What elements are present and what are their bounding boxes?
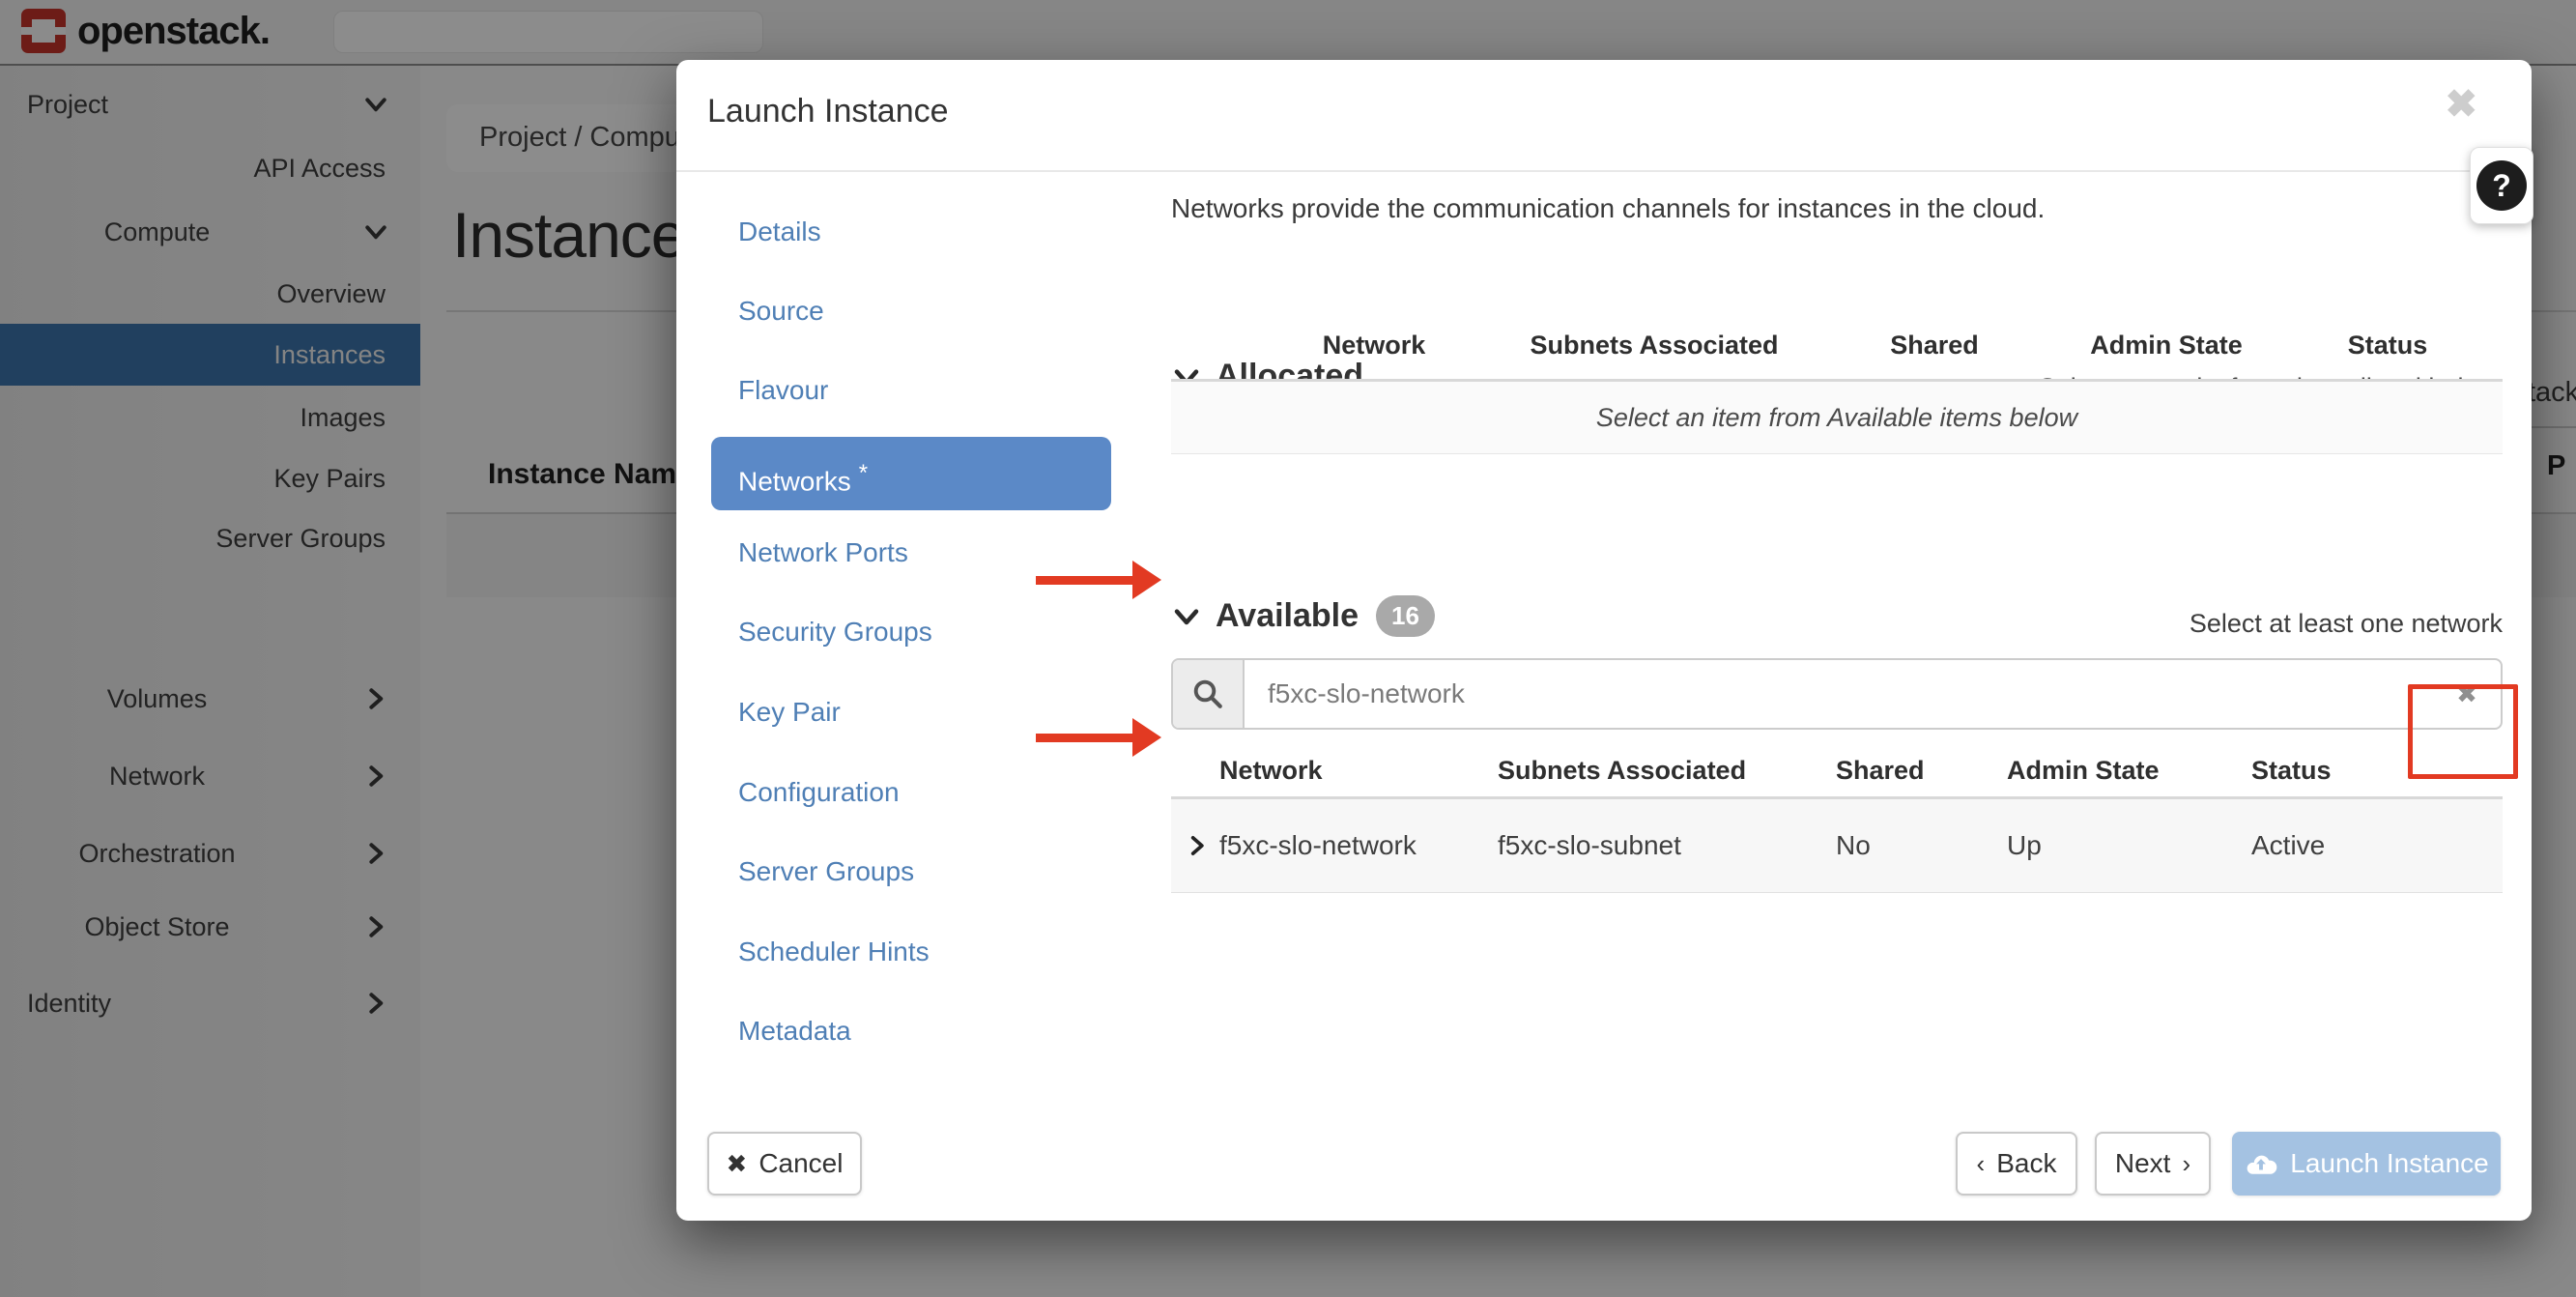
row-expander-chevron-icon[interactable]: [1185, 833, 1210, 858]
sidebar-item-api-access[interactable]: API Access: [253, 154, 386, 183]
available-count-badge: 16: [1376, 595, 1435, 637]
available-col-network: Network: [1219, 755, 1323, 785]
cell-shared: No: [1836, 795, 2007, 893]
chevron-down-icon: [365, 225, 386, 240]
chevron-right-icon: [369, 916, 384, 937]
available-col-admin-state: Admin State: [2007, 755, 2160, 785]
wizard-step-source[interactable]: Source: [738, 296, 824, 326]
allocated-col-network: Network: [1322, 330, 1426, 360]
sidebar-item-overview[interactable]: Overview: [276, 279, 386, 308]
openstack-logo-text: openstack.: [77, 9, 271, 52]
back-chevron-icon: ‹: [1976, 1148, 1986, 1178]
wizard-step-key-pair[interactable]: Key Pair: [738, 697, 841, 727]
chevron-right-icon: [369, 993, 384, 1014]
chevron-down-icon: [365, 98, 386, 112]
search-icon: [1193, 679, 1222, 708]
truncated-toolbar-text: tack: [2528, 377, 2576, 408]
network-row: f5xc-slo-network f5xc-slo-subnet No Up A…: [1171, 795, 2503, 893]
sidebar-item-volumes[interactable]: Volumes: [0, 668, 420, 730]
wizard-step-metadata[interactable]: Metadata: [738, 1016, 851, 1046]
available-table: Network Subnets Associated Shared Admin …: [1171, 745, 2503, 893]
toolbar-divider: [2520, 426, 2576, 428]
sidebar: Project API Access Compute Overview Inst…: [0, 66, 420, 1297]
truncated-column-header: P: [2547, 450, 2566, 481]
sidebar-item-orchestration[interactable]: Orchestration: [0, 822, 420, 884]
sidebar-item-network[interactable]: Network: [0, 745, 420, 807]
chevron-right-icon: [369, 843, 384, 864]
cloud-upload-icon: [2247, 1155, 2277, 1174]
annotation-arrow-search: [1036, 559, 1161, 601]
wizard-step-networks[interactable]: Networks *: [711, 437, 1111, 510]
cell-admin-state: Up: [2007, 795, 2251, 893]
sidebar-item-project[interactable]: Project: [0, 73, 420, 135]
breadcrumb[interactable]: Project / Comput: [479, 122, 688, 153]
network-search-input[interactable]: [1245, 660, 2433, 728]
sidebar-item-identity[interactable]: Identity: [0, 972, 420, 1034]
sidebar-item-object-store[interactable]: Object Store: [0, 896, 420, 958]
wizard-nav: Details Source Flavour Networks * Network…: [711, 60, 1111, 1123]
wizard-step-details[interactable]: Details: [738, 216, 821, 246]
chevron-right-icon: [369, 765, 384, 787]
sidebar-item-instances[interactable]: Instances: [0, 324, 420, 386]
available-section-toggle[interactable]: Available 16: [1171, 595, 1435, 637]
cancel-x-icon: ✖: [726, 1148, 748, 1178]
help-button[interactable]: ?: [2470, 147, 2533, 224]
available-heading: Available: [1216, 597, 1360, 634]
wizard-step-flavour[interactable]: Flavour: [738, 375, 829, 405]
step-description: Networks provide the communication chann…: [1171, 193, 2046, 223]
available-col-status: Status: [2251, 755, 2332, 785]
allocated-col-subnets: Subnets Associated: [1530, 330, 1779, 360]
wizard-step-scheduler-hints[interactable]: Scheduler Hints: [738, 937, 930, 966]
modal-title: Launch Instance: [707, 93, 949, 130]
page-title: Instances: [452, 199, 717, 271]
required-asterisk: *: [858, 460, 869, 486]
top-navbar: openstack.: [0, 0, 2576, 66]
close-icon[interactable]: ✖: [2445, 83, 2477, 126]
cell-subnets: f5xc-slo-subnet: [1498, 795, 1836, 893]
openstack-logo-icon: [21, 9, 66, 53]
annotation-arrow-row: [1036, 716, 1161, 759]
cancel-button[interactable]: ✖ Cancel: [707, 1132, 862, 1196]
allocated-empty-message: Select an item from Available items belo…: [1171, 379, 2503, 454]
help-icon: ?: [2476, 160, 2527, 211]
next-chevron-icon: ›: [2182, 1148, 2191, 1178]
sidebar-item-server-groups[interactable]: Server Groups: [215, 524, 386, 553]
modal-header: Launch Instance ✖: [676, 60, 2532, 172]
next-button[interactable]: Next ›: [2095, 1132, 2211, 1196]
cell-network-name: f5xc-slo-network: [1219, 795, 1498, 893]
openstack-logo[interactable]: openstack.: [21, 9, 271, 53]
network-search-bar: ✖: [1171, 658, 2503, 730]
sidebar-item-images[interactable]: Images: [300, 403, 386, 432]
wizard-step-server-groups[interactable]: Server Groups: [738, 856, 915, 886]
allocated-col-status: Status: [2347, 330, 2428, 360]
launch-instance-modal: Launch Instance ✖ ? Details Source Flavo…: [676, 60, 2533, 1221]
networks-step-content: Networks provide the communication chann…: [1171, 172, 2503, 1119]
wizard-step-network-ports[interactable]: Network Ports: [738, 537, 908, 567]
back-button[interactable]: ‹ Back: [1956, 1132, 2077, 1196]
instances-table-column-header: Instance Name: [488, 458, 693, 490]
available-col-subnets: Subnets Associated: [1498, 755, 1747, 785]
sidebar-item-compute[interactable]: Compute: [0, 201, 420, 263]
search-addon: [1173, 660, 1245, 728]
modal-footer: ✖ Cancel ‹ Back Next › Launch Instance: [676, 1132, 2532, 1221]
sidebar-item-key-pairs[interactable]: Key Pairs: [273, 464, 386, 493]
chevron-down-icon: [1174, 608, 1199, 624]
wizard-step-configuration[interactable]: Configuration: [738, 777, 900, 807]
wizard-step-security-groups[interactable]: Security Groups: [738, 617, 932, 647]
available-hint: Select at least one network: [2189, 609, 2503, 638]
allocated-col-shared: Shared: [1890, 330, 1979, 360]
allocated-table: Network Subnets Associated Shared Admin …: [1171, 319, 2503, 371]
available-col-shared: Shared: [1836, 755, 1925, 785]
cell-status: Active: [2251, 795, 2503, 893]
annotation-highlight-box: [2408, 684, 2518, 779]
allocated-col-admin-state: Admin State: [2090, 330, 2243, 360]
topbar-search-input[interactable]: [333, 11, 763, 53]
chevron-right-icon: [369, 688, 384, 709]
launch-instance-button[interactable]: Launch Instance: [2232, 1132, 2501, 1196]
